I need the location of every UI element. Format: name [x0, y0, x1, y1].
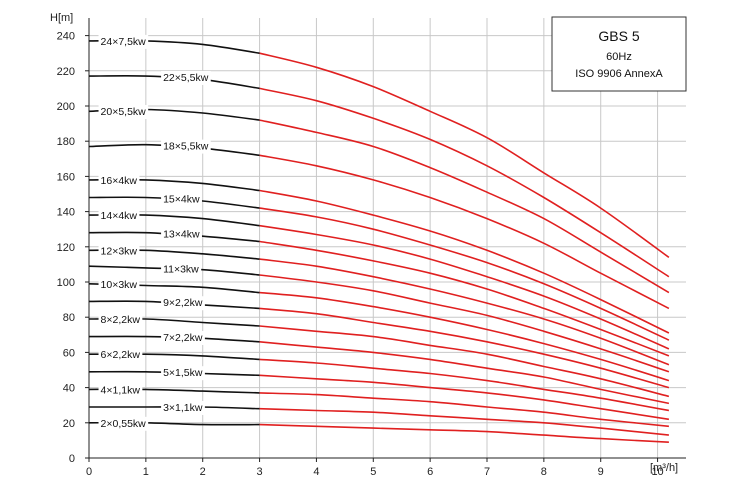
curve-segment-operating-range [259, 407, 669, 436]
curve-label: 15×4kw [163, 193, 200, 205]
curve-label-background [98, 312, 143, 327]
axes [88, 18, 686, 459]
curve-label-background [161, 139, 211, 154]
curve-label: 2×0,55kw [101, 418, 147, 430]
y-tick-label: 140 [57, 207, 75, 219]
curve-segment-operating-range [259, 87, 670, 278]
curve-segment-operating-range [259, 374, 670, 421]
x-tick-label: 10 [651, 466, 663, 478]
curve-label-background [98, 105, 149, 120]
curve-label: 20×5,5kw [101, 106, 147, 118]
curve-label: 12×3kw [101, 245, 138, 257]
curve-label: 10×3kw [101, 279, 138, 291]
curve-label-background [98, 416, 149, 431]
curve-segment-operating-range [259, 392, 669, 428]
y-axis-label: H[m] [50, 12, 73, 24]
y-tick-label: 160 [57, 171, 75, 183]
curve-segment-operating-range [259, 341, 670, 405]
x-tick-label: 5 [370, 466, 376, 478]
curve-segment-operating-range [259, 240, 670, 357]
x-tick-label: 7 [484, 466, 490, 478]
curve-label: 22×5,5kw [163, 72, 209, 84]
curve-label: 5×1,5kw [163, 367, 203, 379]
curve-segment-operating-range [259, 154, 670, 310]
curve-label-background [161, 262, 202, 277]
y-tick-label: 80 [63, 312, 75, 324]
curve-label-background [98, 244, 140, 259]
y-tick-label: 60 [63, 347, 75, 359]
curve-label: 18×5,5kw [163, 141, 209, 153]
curve-label-background [161, 70, 211, 85]
curve-label: 9×2,2kw [163, 297, 203, 309]
curve-segment-operating-range [259, 258, 670, 366]
curve-label-background [161, 192, 202, 207]
curve-label: 4×1,1kw [101, 384, 141, 396]
curve-label: 14×4kw [101, 210, 138, 222]
y-tick-label: 40 [63, 383, 75, 395]
y-tick-label: 20 [63, 418, 75, 430]
y-tick-label: 220 [57, 66, 75, 78]
curve-segment-operating-range [259, 358, 670, 412]
legend-box: GBS 5 60Hz ISO 9906 AnnexA [551, 16, 687, 92]
legend-frequency: 60Hz [606, 51, 632, 63]
y-tick-label: 200 [57, 101, 75, 113]
legend-frame [551, 16, 687, 92]
x-tick-label: 1 [143, 466, 149, 478]
x-tick-label: 0 [86, 466, 92, 478]
legend-title: GBS 5 [598, 28, 639, 44]
x-axis-label: [m³/h] [650, 462, 678, 474]
curve-segment-operating-range [259, 291, 670, 382]
curve-segment-operating-range [259, 207, 670, 341]
curve-label-background [161, 227, 202, 242]
curve-label: 7×2,2kw [163, 332, 203, 344]
y-tick-label: 180 [57, 136, 75, 148]
curve-label: 13×4kw [163, 229, 200, 241]
x-tick-label: 9 [598, 466, 604, 478]
curve-segment-operating-range [259, 307, 670, 389]
y-tick-label: 240 [57, 31, 75, 43]
x-tick-label: 4 [313, 466, 319, 478]
curve-segment-operating-range [259, 325, 670, 398]
y-tick-label: 100 [57, 277, 75, 289]
y-tick-label: 0 [69, 453, 75, 465]
tick-labels: 0 1 2 3 4 5 6 7 8 9 100204060801001201401601802002… [57, 31, 664, 478]
curve-label-background [98, 348, 143, 363]
x-tick-label: 2 [200, 466, 206, 478]
x-tick-label: 6 [427, 466, 433, 478]
curve-label: 24×7,5kw [101, 36, 147, 48]
curve-label-background [161, 331, 205, 345]
x-tick-label: 8 [541, 466, 547, 478]
curve-label-background [161, 296, 205, 311]
curve-label: 3×1,1kw [163, 402, 203, 414]
curve-segment-operating-range [259, 189, 670, 334]
curve-label-background [98, 383, 143, 398]
curve-segment-operating-range [259, 224, 670, 350]
curve-label-background [98, 34, 149, 49]
y-tick-label: 120 [57, 242, 75, 254]
curve-label-background [98, 278, 140, 293]
curve-label-background [98, 173, 140, 188]
curve-label: 11×3kw [163, 263, 199, 275]
curve-label-background [161, 366, 205, 381]
curve-segment-operating-range [259, 423, 669, 443]
x-tick-label: 3 [257, 466, 263, 478]
curve-segment-operating-range [259, 52, 670, 259]
curve-segment-operating-range [259, 274, 670, 373]
legend-standard: ISO 9906 AnnexA [575, 68, 663, 80]
curve-label-background [161, 400, 205, 415]
curve-label: 6×2,2kw [101, 349, 141, 361]
curve-label: 8×2,2kw [101, 314, 141, 326]
curve-label: 16×4kw [101, 175, 138, 187]
curve-segment-operating-range [259, 119, 670, 294]
curve-label-background [98, 209, 140, 224]
curve-labels: 24×7,5kw 22×5,5kw 20×5,5kw 18×5,5kw 16×4kw 15… [98, 34, 211, 431]
